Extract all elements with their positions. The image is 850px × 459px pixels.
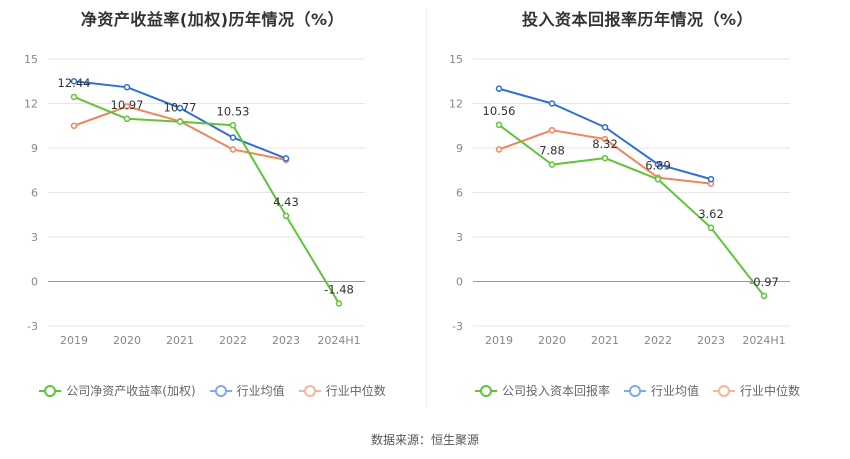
y-tick-label: 6 [31,187,38,200]
y-tick-label: 6 [456,187,463,200]
panel-divider [426,8,427,408]
y-tick-label: 0 [456,276,463,289]
data-point [229,134,237,141]
data-point [70,122,78,129]
legend-label: 行业中位数 [325,384,386,398]
x-tick-label: 2021 [166,334,194,347]
legend-marker-icon [209,384,232,397]
data-label: 7.88 [539,144,565,158]
data-point [760,292,768,300]
y-tick-label: 9 [31,142,38,155]
x-tick-label: 2022 [219,334,247,347]
x-tick-label: 2022 [644,334,672,347]
y-tick-label: 15 [24,53,38,66]
roe-chart-panel: 净资产收益率(加权)历年情况（%） -3 0 3 6 9 12 15 2019 2020 2021… [0,0,425,420]
roic-line-chart: -3 0 3 6 9 12 15 2019 2020 2021 2022 2023 2024H1 10.5… [449,53,790,347]
data-point [707,175,715,183]
x-tick-label: 2020 [538,334,566,347]
data-label: 6.89 [645,158,671,172]
legend-label: 公司投入资本回报率 [501,384,610,398]
x-tick-label: 2023 [697,334,725,347]
data-point [70,93,78,101]
y-tick-label: -3 [27,320,38,333]
y-tick-label: 12 [449,98,463,111]
legend-marker-icon [298,384,321,397]
series-line [498,87,712,181]
roic-chart-title: 投入资本回报率历年情况（%） [521,10,754,29]
y-tick-label: 12 [24,98,38,111]
data-point [601,135,609,143]
y-tick-label: 15 [449,53,463,66]
data-source-note: 数据来源：恒生聚源 [370,433,479,447]
data-label: 10.97 [111,98,144,112]
x-tick-label: 2020 [113,334,141,347]
legend-item[interactable]: 行业中位数 [298,382,386,399]
roe-chart-legend: 公司净资产收益率(加权) 行业均值 行业中位数 [0,382,425,399]
legend-item[interactable]: 公司投入资本回报率 [474,382,610,399]
legend-marker-icon [39,384,62,397]
legend-label: 行业均值 [236,384,285,398]
data-label: 10.53 [217,104,250,118]
data-label: 4.43 [273,195,299,209]
data-point [176,104,184,112]
data-point [335,300,343,307]
x-tick-label: 2019 [60,334,88,347]
series-line [498,124,765,297]
data-point [548,161,556,168]
data-point [654,176,662,183]
legend-marker-icon [713,384,735,397]
data-point [548,126,556,134]
y-tick-label: 9 [456,142,463,155]
legend-item[interactable]: 公司净资产收益率(加权) [39,382,196,399]
legend-marker-icon [474,384,497,397]
data-point [229,146,237,153]
data-point [176,118,184,125]
x-tick-label: 2023 [272,334,300,347]
data-point [123,115,131,123]
data-point [601,154,609,162]
data-point [654,161,662,168]
legend-label: 公司净资产收益率(加权) [66,384,196,398]
y-tick-label: -3 [452,320,463,333]
data-label: 12.44 [58,76,91,90]
data-point [282,212,290,220]
data-point [123,83,131,91]
data-point [282,155,290,162]
legend-marker-icon [623,384,646,397]
series-line [73,96,340,304]
data-point [495,121,503,129]
data-point [495,85,503,92]
data-label: -1.48 [324,282,354,296]
y-tick-label: 3 [456,231,463,244]
data-label: 10.77 [164,101,197,115]
legend-item[interactable]: 行业中位数 [713,382,800,399]
data-point [70,78,78,85]
data-label: 10.56 [483,104,516,118]
data-point [601,123,609,131]
data-point [229,122,237,129]
data-point [495,146,503,153]
legend-item[interactable]: 行业均值 [209,382,285,399]
x-tick-label: 2024H1 [317,334,360,347]
legend-label: 行业中位数 [740,384,801,398]
data-point [123,103,131,110]
data-point [707,224,715,232]
roic-chart-panel: 投入资本回报率历年情况（%） -3 0 3 6 9 12 15 2019 2020 2021 202… [425,0,850,420]
x-tick-label: 2024H1 [742,334,785,347]
data-point [548,100,556,107]
roe-line-chart: -3 0 3 6 9 12 15 2019 2020 2021 2022 2023 2024H1 12.4… [24,53,365,347]
data-label: 8.32 [592,137,618,151]
legend-label: 行业均值 [650,384,699,398]
data-label: 3.62 [698,207,724,221]
roic-chart-legend: 公司投入资本回报率 行业均值 行业中位数 [425,382,850,399]
x-tick-label: 2019 [485,334,513,347]
roe-chart-title: 净资产收益率(加权)历年情况（%） [80,10,345,29]
y-tick-label: 0 [31,276,38,289]
data-label: -0.97 [749,275,779,289]
x-tick-label: 2021 [591,334,619,347]
y-tick-label: 3 [31,231,38,244]
legend-item[interactable]: 行业均值 [623,382,699,399]
